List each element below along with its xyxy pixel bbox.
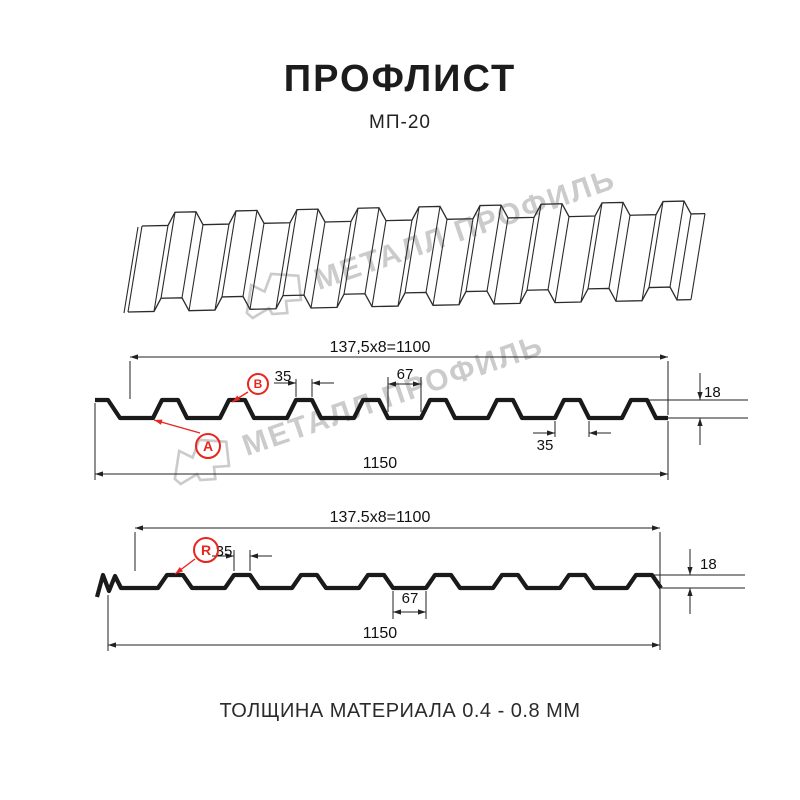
dim-reverse-rib-crest: 35	[215, 543, 233, 560]
dim-face-valley: 67	[396, 366, 414, 383]
marker-a: A	[195, 433, 221, 459]
dim-reverse-total-width: 1150	[362, 625, 398, 642]
profile-section-reverse	[80, 505, 760, 665]
sheet-3d-canvas	[123, 200, 706, 314]
profile-face-canvas	[94, 354, 748, 480]
page-title: ПРОФЛИСТ	[283, 58, 517, 100]
marker-b: B	[247, 373, 269, 395]
page-subtitle: МП-20	[369, 112, 431, 133]
material-thickness-note: ТОЛЩИНА МАТЕРИАЛА 0.4 - 0.8 ММ	[219, 700, 581, 722]
marker-r: R	[193, 537, 219, 563]
dim-face-rib-crest: 35	[274, 368, 292, 385]
profile-section-face	[80, 335, 760, 490]
dim-face-height: 18	[704, 384, 721, 401]
dim-face-total-width: 1150	[362, 455, 398, 472]
dim-reverse-valley: 67	[401, 590, 419, 607]
sheet-3d-drawing	[110, 190, 710, 335]
dim-face-top-width: 137,5x8=1100	[329, 339, 431, 356]
dim-reverse-height: 18	[700, 556, 717, 573]
dim-reverse-top-width: 137.5x8=1100	[329, 509, 431, 526]
dim-face-rib-base: 35	[536, 437, 554, 454]
profile-reverse-canvas	[94, 525, 745, 651]
